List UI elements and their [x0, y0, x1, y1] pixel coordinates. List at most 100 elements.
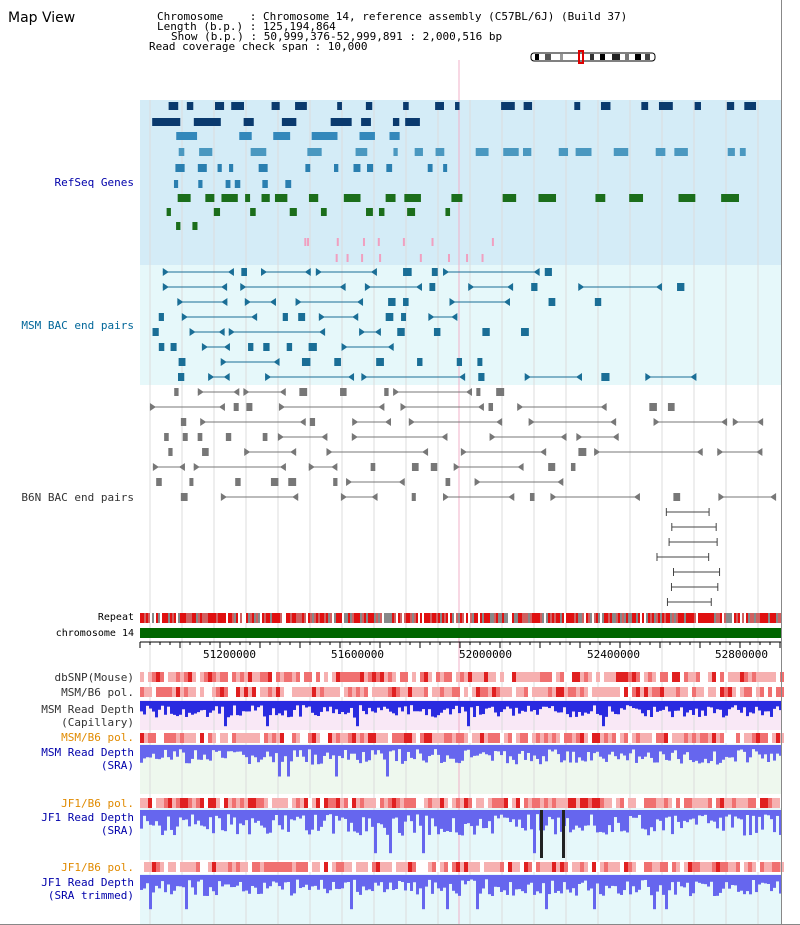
polymorphism-cell — [284, 687, 288, 697]
polymorphism-cell — [196, 862, 200, 872]
track-label-msm-depth-sra[interactable]: MSM Read Depth (SRA) — [41, 746, 134, 772]
track-label-dbsnp[interactable]: dbSNP(Mouse) — [54, 671, 134, 684]
depth-bar — [428, 875, 431, 880]
depth-bar — [281, 745, 284, 762]
polymorphism-cell — [600, 862, 604, 872]
polymorphism-cell — [636, 798, 640, 808]
depth-bar — [674, 810, 677, 816]
polymorphism-cell — [696, 687, 700, 697]
polymorphism-cell — [232, 672, 236, 682]
repeat-segment — [262, 613, 264, 623]
polymorphism-cell — [520, 733, 524, 743]
depth-bar — [329, 745, 332, 759]
depth-bar — [164, 810, 167, 831]
depth-bar — [470, 745, 473, 758]
polymorphism-cell — [480, 687, 484, 697]
polymorphism-cell — [484, 687, 488, 697]
depth-bar — [374, 875, 377, 883]
feature-arrow — [466, 388, 473, 396]
polymorphism-cell — [176, 733, 180, 743]
gene-feature — [311, 132, 338, 140]
depth-bar — [629, 810, 632, 817]
polymorphism-cell — [264, 733, 268, 743]
repeat-segment — [384, 613, 386, 623]
depth-bar — [698, 810, 701, 816]
depth-bar — [515, 701, 518, 708]
repeat-segment — [514, 613, 516, 623]
track-label-msm-depth-capillary[interactable]: MSM Read Depth (Capillary) — [41, 703, 134, 729]
depth-bar — [296, 810, 299, 817]
gene-feature — [263, 343, 270, 351]
depth-bar — [272, 875, 275, 882]
polymorphism-cell — [268, 672, 272, 682]
feature-arrow — [200, 418, 207, 426]
track-label-msm-b6-pol-2[interactable]: MSM/B6 pol. — [61, 731, 134, 744]
gene-feature — [215, 102, 225, 110]
depth-bar — [701, 745, 704, 763]
track-label-refseq[interactable]: RefSeq Genes — [54, 176, 134, 189]
gene-feature — [170, 343, 177, 351]
repeat-segment — [150, 613, 152, 623]
feature-arrow — [460, 448, 467, 456]
track-label-jf1-b6-pol-2[interactable]: JF1/B6 pol. — [61, 861, 134, 874]
feature-arrow — [756, 448, 763, 456]
track-label-jf1-b6-pol-1[interactable]: JF1/B6 pol. — [61, 797, 134, 810]
depth-bar — [755, 810, 758, 833]
depth-bar — [551, 701, 554, 707]
polymorphism-cell — [484, 733, 488, 743]
depth-bar — [599, 701, 602, 716]
repeat-segment — [722, 613, 724, 623]
track-label-chromosome[interactable]: chromosome 14 — [55, 628, 134, 639]
polymorphism-cell — [368, 862, 372, 872]
gene-feature — [178, 148, 185, 156]
depth-bar — [773, 875, 776, 888]
repeat-segment — [310, 613, 312, 623]
track-label-msm-b6-pol-1[interactable]: MSM/B6 pol. — [61, 686, 134, 699]
polymorphism-cell — [276, 862, 280, 872]
depth-bar — [746, 810, 749, 815]
depth-bar — [560, 745, 563, 763]
polymorphism-cell — [512, 672, 516, 682]
polymorphism-cell — [496, 672, 500, 682]
gene-feature — [301, 358, 311, 366]
depth-bar — [455, 810, 458, 833]
track-label-jf1-depth-sra[interactable]: JF1 Read Depth (SRA) — [41, 811, 134, 837]
depth-bar — [779, 875, 782, 894]
polymorphism-cell — [384, 687, 388, 697]
feature-arrow — [299, 418, 306, 426]
polymorphism-cell — [768, 862, 772, 872]
depth-bar — [614, 875, 617, 887]
depth-bar — [473, 875, 476, 881]
depth-bar — [611, 745, 614, 752]
polymorphism-cell — [516, 862, 520, 872]
depth-bar — [146, 875, 149, 884]
repeat-segment — [740, 613, 742, 623]
polymorphism-cell — [640, 672, 644, 682]
track-label-jf1-depth-sra-trimmed[interactable]: JF1 Read Depth (SRA trimmed) — [41, 876, 134, 902]
gene-feature — [384, 388, 389, 396]
depth-bar — [527, 701, 530, 706]
polymorphism-cell — [168, 798, 172, 808]
polymorphism-cell — [476, 798, 480, 808]
depth-bar — [236, 875, 239, 886]
depth-bar — [281, 810, 284, 830]
depth-bar — [482, 810, 485, 829]
depth-bar — [632, 875, 635, 887]
polymorphism-cell — [408, 672, 412, 682]
feature-arrow — [770, 493, 777, 501]
depth-bar — [302, 701, 305, 706]
repeat-segment — [700, 613, 702, 623]
track-label-repeat[interactable]: Repeat — [97, 612, 134, 623]
track-label-b6n-bac[interactable]: B6N BAC end pairs — [21, 491, 134, 504]
feature-arrow — [385, 418, 392, 426]
polymorphism-cell — [268, 687, 272, 697]
gene-feature — [337, 102, 342, 110]
track-label-msm-bac[interactable]: MSM BAC end pairs — [21, 319, 134, 332]
depth-bar — [488, 875, 491, 895]
gene-feature — [667, 403, 675, 411]
polymorphism-cell — [712, 687, 716, 697]
depth-bar — [182, 745, 185, 753]
polymorphism-cell — [212, 798, 216, 808]
polymorphism-cell — [588, 733, 592, 743]
